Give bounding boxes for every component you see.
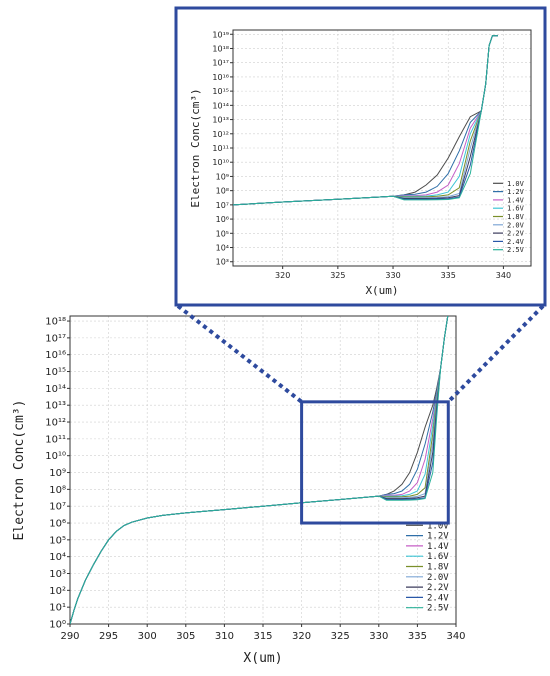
legend-label: 1.4V [507, 196, 525, 204]
legend-label: 1.4V [427, 542, 449, 552]
y-tick-label: 10⁷ [216, 201, 229, 210]
series-lines [70, 316, 449, 624]
y-tick-label: 10⁸ [49, 485, 66, 496]
zoom-box [300, 400, 450, 525]
zoom-connector-right [446, 304, 545, 404]
legend-label: 1.8V [507, 213, 525, 221]
x-tick-label: 320 [275, 271, 290, 280]
y-tick-label: 10⁵ [49, 535, 66, 546]
y-tick-label: 10⁷ [49, 502, 66, 513]
y-tick-label: 10⁶ [49, 519, 66, 530]
y-tick-label: 10¹⁴ [45, 384, 66, 395]
legend-label: 1.8V [427, 563, 449, 573]
x-tick-label: 305 [176, 631, 195, 642]
y-tick-label: 10¹³ [212, 116, 229, 125]
y-tick-label: 10¹² [212, 130, 229, 139]
series-line-2.5V [70, 316, 449, 624]
x-axis-title: X(um) [365, 284, 398, 297]
x-tick-label: 320 [292, 631, 311, 642]
y-tick-label: 10¹ [49, 603, 66, 614]
y-tick-label: 10¹⁷ [45, 333, 66, 344]
x-tick-label: 295 [99, 631, 118, 642]
main-chart-panel: 290 295 300 305 310 315 320 325 330 335 340 10⁰ 10¹ 1… [12, 315, 466, 666]
y-tick-label: 10¹⁶ [212, 73, 229, 82]
y-tick-label: 10¹⁹ [212, 30, 229, 39]
legend-label: 2.4V [427, 593, 449, 603]
y-tick-label: 10¹⁶ [45, 350, 66, 361]
y-tick-label: 10⁹ [216, 172, 229, 181]
x-tick-label: 330 [369, 631, 388, 642]
legend-label: 2.5V [427, 604, 449, 614]
x-tick-label: 325 [330, 271, 345, 280]
x-tick-label: 335 [441, 271, 456, 280]
legend-label: 1.0V [427, 521, 449, 531]
legend-label: 2.2V [507, 230, 525, 238]
x-tick-label: 340 [446, 631, 465, 642]
y-tick-label: 10¹⁵ [45, 367, 66, 378]
y-tick-label: 10¹⁰ [45, 451, 66, 462]
y-tick-label: 10⁶ [216, 215, 229, 224]
y-tick-label: 10⁰ [49, 620, 66, 631]
y-tick-label: 10¹⁸ [45, 317, 66, 328]
y-tick-label: 10¹² [45, 418, 66, 429]
zoom-overlay [176, 304, 545, 525]
y-tick-label: 10⁴ [49, 552, 66, 563]
zoom-inset-panel: 320 325 330 335 340 10³ 10⁴ 10⁵ 10⁶ 10⁷ 10⁸ 10⁹ 10¹⁰… [174, 6, 547, 307]
x-tick-label: 290 [60, 631, 79, 642]
legend-label: 2.5V [507, 246, 525, 254]
y-axis-title: Electron Conc(cm³) [12, 400, 27, 541]
x-tick-label: 300 [138, 631, 157, 642]
y-tick-label: 10⁴ [216, 244, 229, 253]
y-tick-label: 10³ [216, 258, 229, 267]
legend-label: 1.2V [427, 532, 449, 542]
x-tick-label: 340 [496, 271, 511, 280]
y-axis-title: Electron Conc(cm³) [189, 88, 202, 207]
legend: 1.0V1.2V1.4V1.6V1.8V2.0V2.2V2.4V2.5V [406, 521, 449, 614]
legend-label: 1.0V [507, 180, 525, 188]
legend-label: 1.6V [427, 552, 449, 562]
y-tick-label: 10¹⁴ [212, 101, 229, 110]
legend-label: 1.6V [507, 205, 525, 213]
x-tick-label: 310 [215, 631, 234, 642]
x-axis-title: X(um) [243, 651, 282, 666]
y-tick-label: 10¹¹ [212, 144, 229, 153]
legend: 1.0V1.2V1.4V1.6V1.8V2.0V2.2V2.4V2.5V [493, 180, 525, 254]
plot-area-border [232, 29, 532, 267]
y-tick-label: 10¹⁸ [212, 44, 229, 53]
legend-label: 2.2V [427, 583, 449, 593]
legend-label: 1.2V [507, 188, 525, 196]
y-tick-label: 10⁸ [216, 187, 229, 196]
y-tick-label: 10⁵ [216, 229, 229, 238]
x-tick-label: 325 [331, 631, 350, 642]
legend-label: 2.4V [507, 238, 525, 246]
y-tick-label: 10¹³ [45, 401, 66, 412]
y-tick-label: 10¹⁷ [212, 59, 229, 68]
x-tick-label: 335 [408, 631, 427, 642]
x-tick-label: 315 [253, 631, 272, 642]
y-tick-label: 10¹¹ [45, 434, 66, 445]
y-tick-label: 10¹⁰ [212, 158, 229, 167]
x-tick-label: 330 [385, 271, 400, 280]
y-tick-label: 10² [49, 586, 66, 597]
y-tick-label: 10³ [49, 569, 66, 580]
inset-frame [174, 6, 547, 307]
legend-label: 2.0V [427, 573, 449, 583]
zoom-connector-left [176, 304, 303, 404]
plot-area-border [69, 315, 457, 625]
legend-label: 2.0V [507, 221, 525, 229]
y-tick-label: 10¹⁵ [212, 87, 229, 96]
series-lines [233, 35, 498, 206]
y-tick-label: 10⁹ [49, 468, 66, 479]
series-line-2.5V [233, 35, 498, 206]
